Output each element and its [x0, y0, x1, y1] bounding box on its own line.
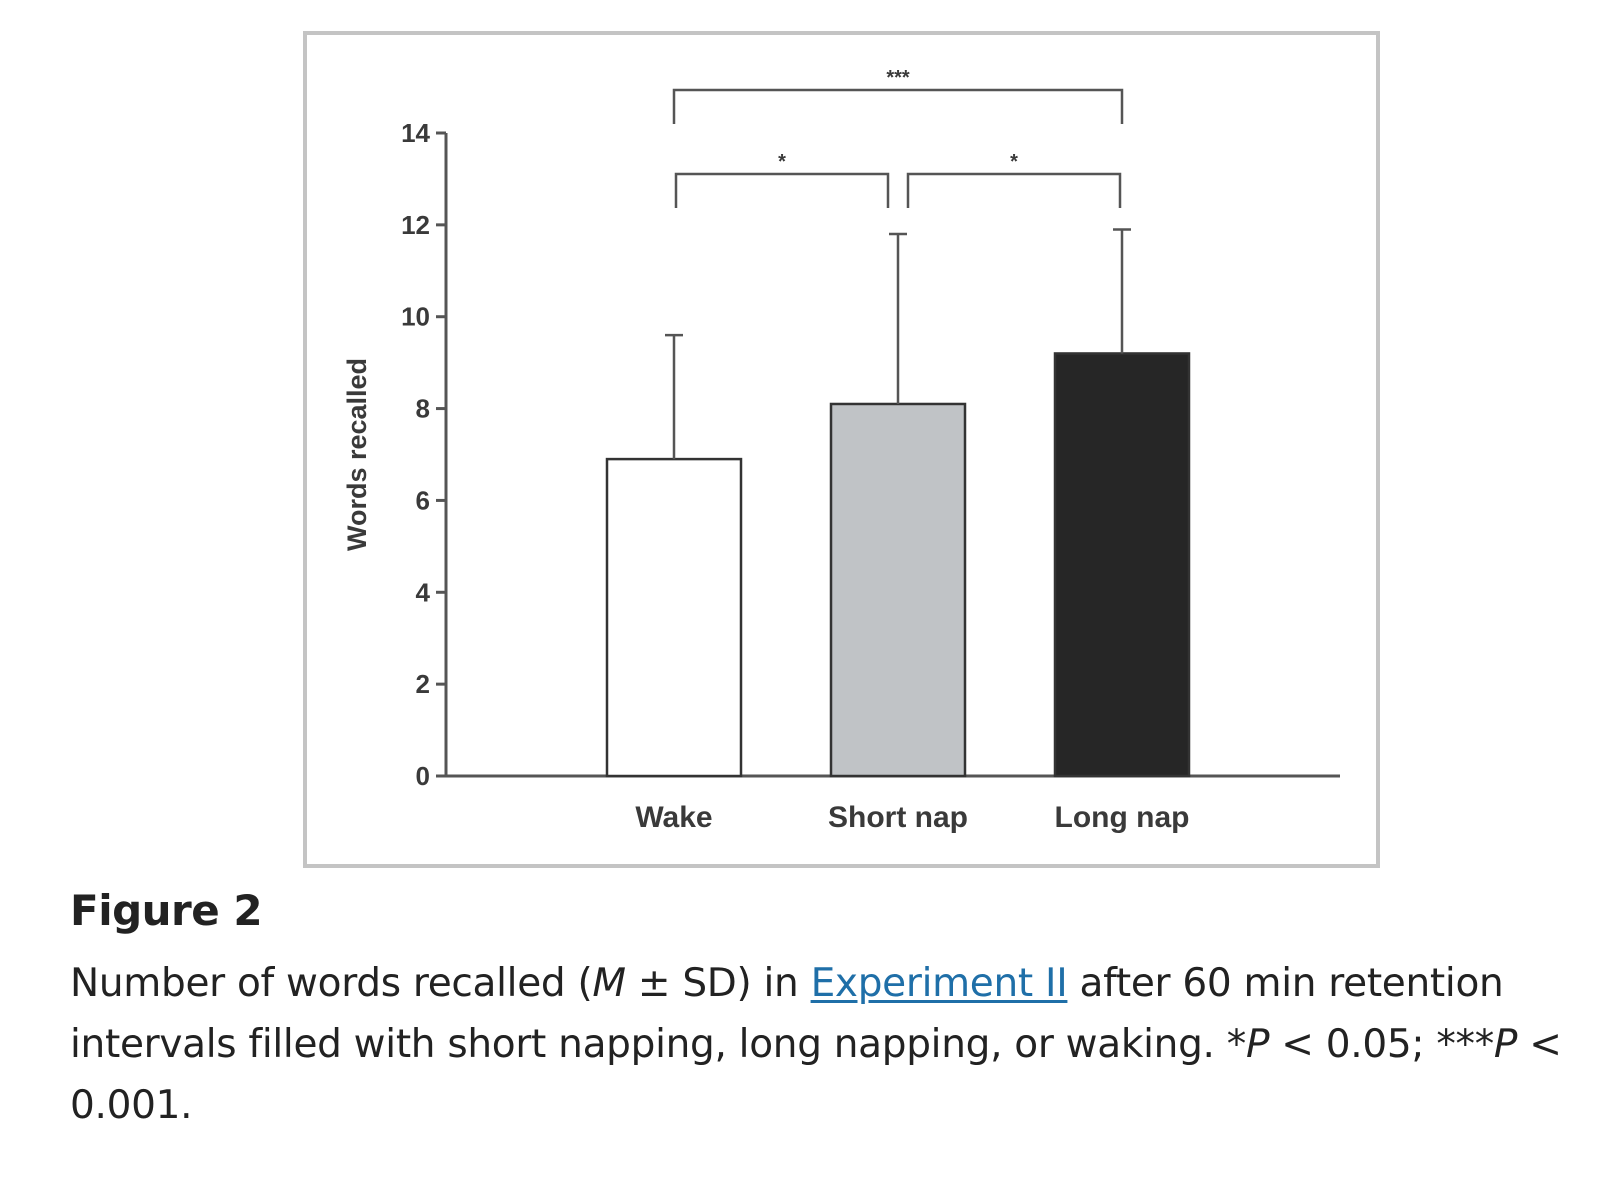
- y-axis-title: Words recalled: [342, 358, 372, 551]
- experiment-link[interactable]: Experiment II: [810, 961, 1068, 1006]
- y-tick-label: 10: [401, 302, 430, 332]
- bar-short-nap: [829, 402, 967, 778]
- category-label: Wake: [635, 801, 712, 834]
- significance-bracket: [674, 172, 890, 208]
- error-bars: [665, 228, 1131, 460]
- y-tick-label: 14: [401, 118, 430, 148]
- labels: 0 2 4 6 8 10 12 14 Words recalled Wake Short nap Lo…: [342, 67, 1189, 834]
- caption-italic-p: P: [1493, 1022, 1518, 1067]
- y-tick-label: 4: [416, 577, 431, 607]
- caption-segment: < 0.001.: [70, 1022, 1562, 1128]
- bar-chart: 0 2 4 6 8 10 12 14 Words recalled Wake Short nap Lo…: [342, 67, 1340, 834]
- caption-segment: after 60 min retention intervals filled …: [70, 961, 1504, 1067]
- significance-label: ***: [886, 67, 910, 89]
- significance-label: *: [1010, 151, 1018, 173]
- y-tick-label: 12: [401, 210, 430, 240]
- significance-label: *: [778, 151, 786, 173]
- bars: [605, 352, 1191, 778]
- caption-text: Number of words recalled (M ± SD) in Exp…: [70, 953, 1570, 1136]
- y-tick-label: 6: [416, 485, 430, 515]
- bar-long-nap: [1053, 352, 1191, 778]
- caption-italic-p: P: [1245, 1022, 1270, 1067]
- significance-bracket: [672, 88, 1124, 124]
- significance-bracket: [906, 172, 1122, 208]
- y-tick-label: 8: [416, 394, 430, 424]
- y-tick-label: 2: [416, 669, 430, 699]
- category-label: Long nap: [1055, 801, 1190, 834]
- category-label: Short nap: [828, 801, 968, 834]
- caption-segment: < 0.05; ***: [1269, 1022, 1494, 1067]
- caption-italic-m: M: [592, 961, 626, 1006]
- significance-brackets: [672, 88, 1124, 208]
- caption-segment: Number of words recalled (: [70, 961, 593, 1006]
- bar-wake: [605, 457, 743, 778]
- figure-caption: Figure 2 Number of words recalled (M ± S…: [70, 886, 1570, 1136]
- y-tick-label: 0: [416, 761, 430, 791]
- figure-label: Figure 2: [70, 886, 263, 935]
- caption-segment: ± SD) in: [625, 961, 811, 1006]
